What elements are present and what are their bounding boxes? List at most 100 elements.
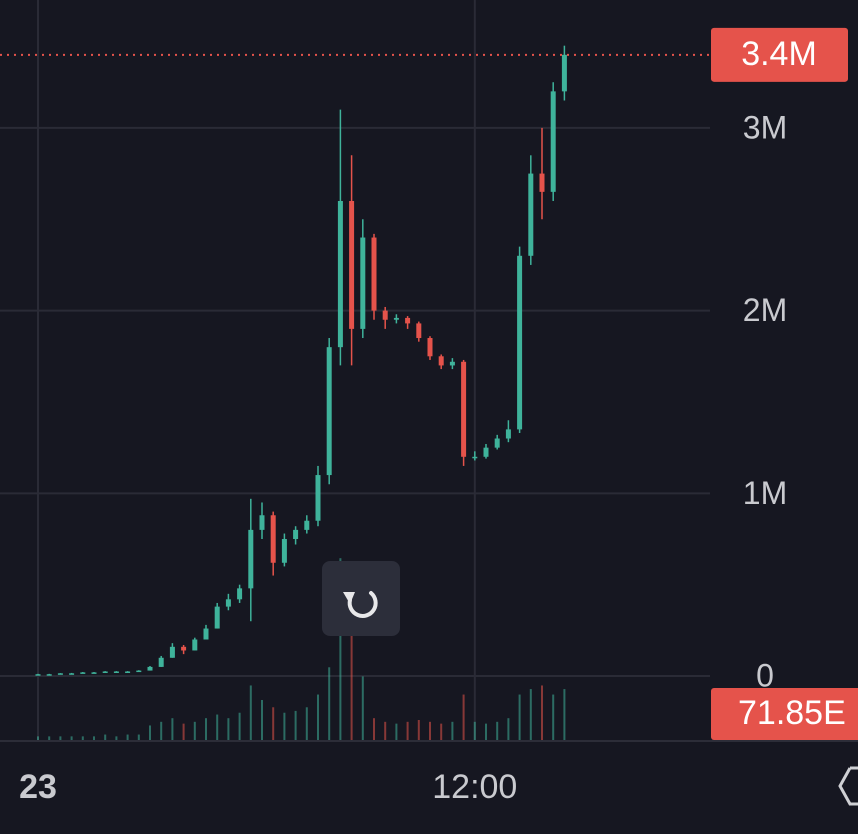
y-tick-label: 0 <box>756 658 774 694</box>
y-tick-label: 1M <box>743 475 787 511</box>
volume-bar <box>473 721 476 740</box>
candle-body <box>561 54 567 92</box>
candle-body <box>46 674 52 676</box>
volume-bar <box>171 718 174 740</box>
volume-bar <box>563 689 566 740</box>
candle-body <box>494 438 500 448</box>
volume-bar <box>238 712 241 740</box>
volume-bar <box>552 694 555 740</box>
candle-body <box>472 456 478 459</box>
volume-bar <box>485 723 487 740</box>
reset-button-bg[interactable] <box>322 561 400 636</box>
x-tick-label: 12:00 <box>432 768 517 806</box>
candle-body <box>147 666 153 671</box>
volume-bar <box>193 721 196 740</box>
last-price-box <box>711 27 848 82</box>
candle-body <box>248 529 254 589</box>
volume-bar <box>115 736 118 740</box>
candle-body <box>382 310 388 320</box>
candle-body <box>349 200 355 329</box>
volume-bar <box>283 712 286 740</box>
volume-bar <box>339 558 342 740</box>
candle-body <box>125 671 131 673</box>
volume-bar <box>81 736 84 740</box>
volume-bar <box>462 694 465 740</box>
candle-body <box>35 674 41 676</box>
settings-icon[interactable] <box>838 766 858 806</box>
candle-body <box>393 317 399 320</box>
volume-bar <box>249 685 252 740</box>
volume-bar <box>305 707 308 740</box>
volume-bar <box>507 718 510 740</box>
volume-bar <box>294 710 297 740</box>
volume-bar <box>328 667 331 740</box>
candle-body <box>281 539 287 563</box>
candle-body <box>113 671 119 673</box>
volume-bar <box>93 736 95 740</box>
reset-icon[interactable] <box>347 591 378 618</box>
candle-body <box>158 657 164 667</box>
candle-body <box>483 447 489 457</box>
candle-body <box>80 672 86 674</box>
volume-bar <box>529 689 532 740</box>
candle-body <box>539 173 545 192</box>
volume-bar <box>149 725 151 740</box>
volume-label-box <box>711 688 858 740</box>
y-tick-label: 2M <box>743 292 787 328</box>
candle-body <box>449 361 455 366</box>
candle-body <box>57 673 63 675</box>
volume-bar <box>317 694 319 740</box>
volume-bar <box>272 707 275 740</box>
candle-body <box>225 599 231 607</box>
candle-body <box>505 429 511 439</box>
volume-bar <box>518 694 521 740</box>
candle-body <box>405 317 411 324</box>
last-price-label: 3.4M <box>741 35 817 73</box>
volume-bar <box>126 734 129 740</box>
volume-bar <box>429 721 431 740</box>
reset-icon-arrow[interactable] <box>343 592 355 604</box>
candle-body <box>416 323 422 339</box>
candle-body <box>438 356 444 366</box>
volume-bar <box>496 721 499 740</box>
candle-body <box>427 338 433 357</box>
candle-body <box>360 237 366 329</box>
volume-bar <box>541 685 543 740</box>
candle-body <box>259 515 265 530</box>
volume-bar <box>373 718 375 740</box>
volume-bar <box>384 721 387 740</box>
reset-button[interactable] <box>322 561 400 636</box>
candle-body <box>550 91 556 192</box>
volume-bar <box>417 720 420 740</box>
candle-body <box>102 671 108 673</box>
candle-body <box>270 515 276 563</box>
volume-bar <box>160 721 163 740</box>
candle-body <box>136 670 142 673</box>
plot: 0 1M 2M 3M 23 12:00 3.4M 71.85E <box>0 0 858 806</box>
candle-body <box>91 672 97 674</box>
volume-bar <box>350 612 353 740</box>
volume-bar <box>37 736 39 740</box>
volume-bar <box>451 721 454 740</box>
volume-bar <box>361 676 364 740</box>
candle-body <box>192 639 198 651</box>
candle-body <box>337 200 343 348</box>
candle-body <box>371 237 377 311</box>
candle-body <box>326 347 332 476</box>
volume-bar <box>59 736 62 740</box>
volume-bar <box>182 723 185 740</box>
volume-bar <box>216 714 219 740</box>
candle-body <box>293 529 299 540</box>
y-tick-label: 3M <box>743 109 787 145</box>
candle-body <box>69 673 75 675</box>
candle-body <box>461 361 467 457</box>
candle-body <box>304 520 310 530</box>
volume-bar <box>406 721 409 740</box>
candle-body <box>169 646 175 658</box>
volume-bar <box>48 736 51 740</box>
volume-bar <box>205 718 207 740</box>
candle-body <box>214 606 220 629</box>
candle-body <box>315 475 321 521</box>
